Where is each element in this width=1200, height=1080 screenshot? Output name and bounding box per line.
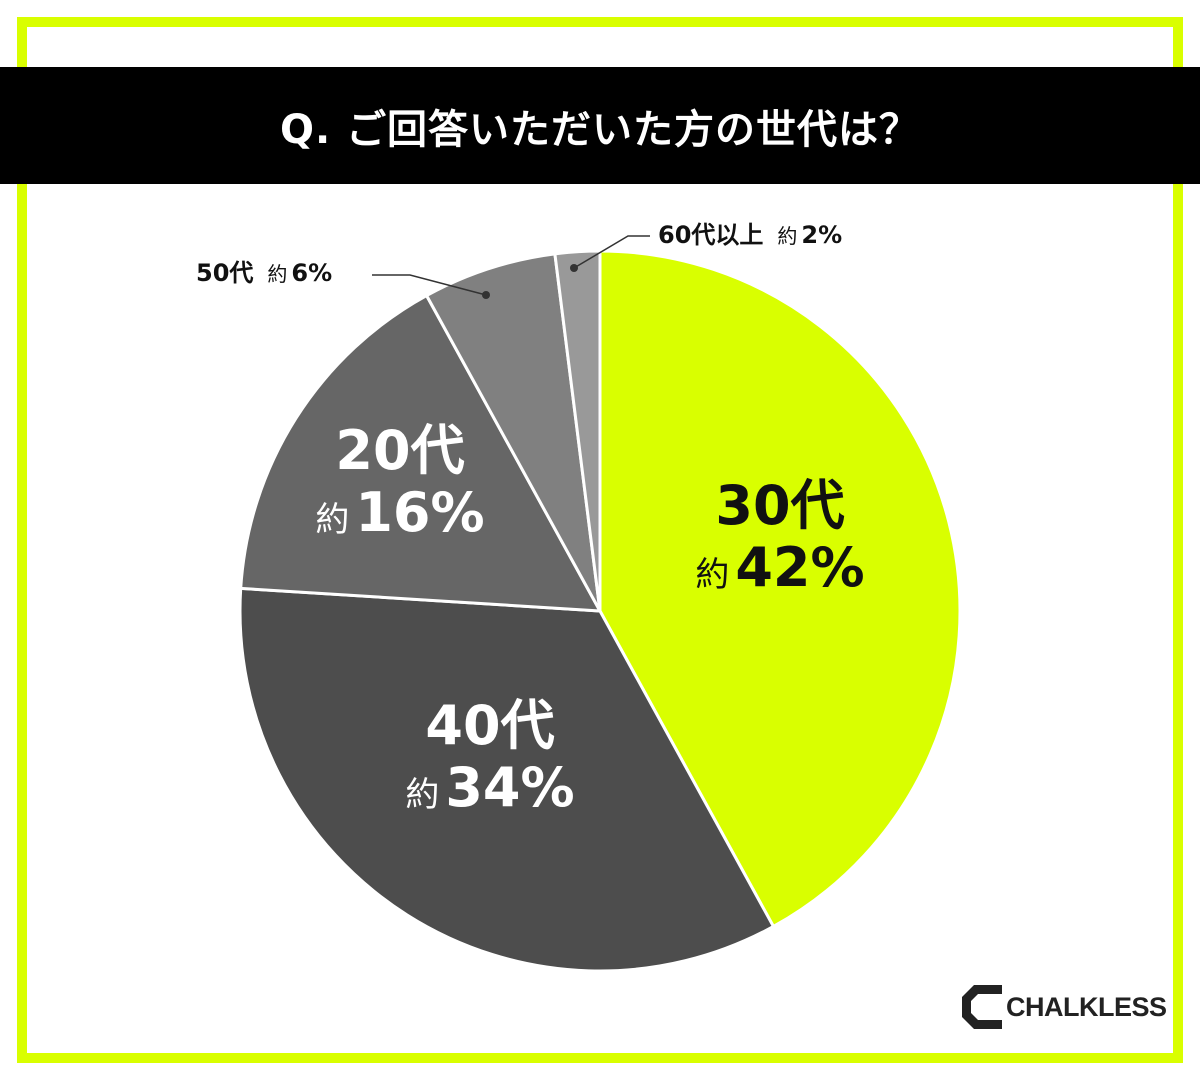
leader-dot-60s <box>570 264 578 272</box>
chalkless-logo: CHALKLESS <box>962 985 1167 1029</box>
title-bar: Q. ご回答いただいた方の世代は？ <box>0 67 1200 184</box>
label-50s: 50代約 6% <box>196 259 333 287</box>
leader-dot-50s <box>482 291 490 299</box>
pie-slice-50代 <box>425 252 602 613</box>
pie-slice-60代以上 <box>553 249 602 613</box>
logo-c-icon <box>962 985 1002 1029</box>
label-40s: 40代 約 34% <box>405 694 575 820</box>
label-30s: 30代 約 42% <box>695 474 865 600</box>
pie-slice-20代 <box>239 294 602 613</box>
label-60s: 60代以上約 2% <box>658 221 843 249</box>
label-20s: 20代 約 16% <box>315 419 485 545</box>
pie-slice-30代 <box>598 249 962 928</box>
chart-title: Q. ご回答いただいた方の世代は？ <box>279 106 921 153</box>
leader-lines <box>372 235 650 296</box>
pie-slice-40代 <box>238 586 775 973</box>
chart-frame <box>17 17 1183 1063</box>
